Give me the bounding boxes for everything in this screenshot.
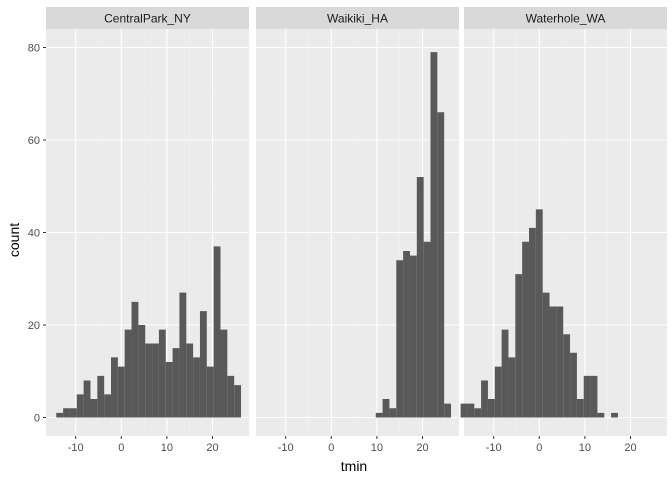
histogram-bar	[570, 352, 577, 418]
x-tick-label: 20	[624, 442, 636, 454]
histogram-bar	[389, 408, 397, 418]
histogram-bar	[172, 348, 180, 418]
facet-panel: Waterhole_WA -10 0 10 20	[460, 7, 667, 454]
x-tick-label: 10	[161, 442, 173, 454]
x-tick-label: 10	[371, 442, 383, 454]
histogram-bar	[590, 375, 598, 418]
histogram-bar	[63, 408, 70, 418]
histogram-bar	[467, 403, 475, 418]
histogram-bar	[556, 306, 564, 418]
histogram-bar	[494, 366, 502, 418]
y-axis: 0 20 40 60 80	[28, 43, 46, 425]
y-tick-label: 80	[28, 43, 40, 55]
histogram-bar	[111, 357, 118, 418]
x-tick-label: 0	[328, 442, 334, 454]
histogram-bar	[515, 274, 523, 418]
histogram-bar	[179, 292, 187, 418]
histogram-bar	[522, 241, 530, 418]
histogram-bar	[186, 343, 194, 418]
y-tick-label: 60	[28, 135, 40, 147]
histogram-bar	[104, 394, 112, 418]
histogram-bar	[97, 375, 105, 418]
histogram-bar	[583, 375, 591, 418]
x-tick-label: 0	[536, 442, 542, 454]
histogram-bar	[152, 343, 159, 418]
y-axis-title: count	[6, 223, 22, 257]
histogram-bar	[193, 357, 200, 418]
histogram-bar	[430, 52, 438, 418]
histogram-bar	[474, 408, 482, 418]
x-tick-label: -10	[68, 442, 84, 454]
histogram-bar	[131, 301, 139, 418]
histogram-bar	[124, 329, 132, 418]
histogram-bar	[535, 209, 543, 418]
histogram-bar	[138, 325, 146, 418]
facet-panel: CentralPark_NY -10 0 10 20	[46, 7, 249, 454]
x-tick-label: -10	[486, 442, 502, 454]
histogram-bar	[460, 403, 468, 418]
histogram-bar	[234, 385, 242, 418]
histogram-bar	[213, 246, 221, 418]
x-tick-label: 0	[118, 442, 124, 454]
x-tick-label: 20	[416, 442, 428, 454]
y-tick-label: 20	[28, 320, 40, 332]
histogram-bar	[220, 329, 228, 418]
histogram-bar	[501, 329, 509, 418]
histogram-bar	[508, 357, 516, 418]
facet-strip-label: Waikiki_HA	[327, 12, 388, 26]
histogram-bar	[69, 408, 77, 418]
histogram-bar	[76, 394, 84, 418]
histogram-bar	[444, 403, 452, 418]
histogram-bar	[227, 375, 235, 418]
facet-strip-label: Waterhole_WA	[526, 12, 606, 26]
histogram-bar	[597, 412, 605, 418]
x-axis-title: tmin	[341, 458, 367, 474]
histogram-bar	[481, 380, 488, 418]
histogram-bar	[83, 380, 91, 418]
facet-panel: Waikiki_HA -10 0 10 20	[256, 7, 459, 454]
histogram-bar	[416, 177, 424, 418]
histogram-bar	[165, 362, 173, 418]
histogram-bar	[529, 227, 536, 418]
histogram-bar	[206, 366, 214, 418]
histogram-bar	[487, 399, 495, 418]
histogram-bar	[542, 292, 550, 418]
histogram-bar	[90, 399, 98, 418]
histogram-bar	[611, 412, 618, 418]
histogram-bar	[576, 399, 584, 418]
y-tick-label: 40	[28, 228, 40, 240]
histogram-bar	[409, 255, 417, 418]
histogram-bar	[375, 412, 383, 418]
histogram-bar	[423, 241, 431, 418]
histogram-bar	[403, 251, 410, 418]
histogram-bar	[563, 334, 571, 418]
facet-strip	[464, 7, 667, 29]
histogram-bar	[549, 306, 557, 418]
histogram-bar	[117, 366, 125, 418]
histogram-bar	[56, 412, 64, 418]
histogram-bar	[199, 311, 207, 418]
x-tick-label: 20	[206, 442, 218, 454]
facet-strip	[256, 7, 459, 29]
histogram-bar	[396, 260, 404, 418]
facet-strip-label: CentralPark_NY	[104, 12, 191, 26]
facet-strip	[46, 7, 249, 29]
histogram-bar	[145, 343, 153, 418]
histogram-bar	[437, 112, 445, 418]
x-tick-label: 10	[579, 442, 591, 454]
x-tick-label: -10	[278, 442, 294, 454]
histogram-bar	[382, 399, 390, 418]
histogram-bar	[158, 329, 166, 418]
y-tick-label: 0	[34, 413, 40, 425]
